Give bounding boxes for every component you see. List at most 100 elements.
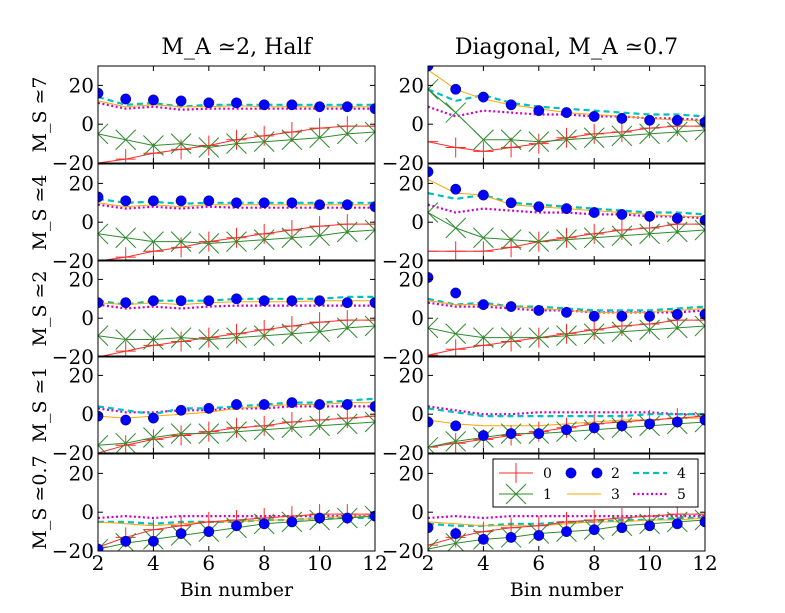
series-1-point: [694, 411, 705, 433]
y-tick-label: 0: [81, 112, 94, 136]
series-1-point: [309, 225, 330, 247]
series-1-point: [226, 133, 247, 154]
series-0-point: [337, 116, 358, 137]
series-1-point: [253, 131, 275, 153]
series-2-point: [120, 414, 132, 426]
series-1-point: [428, 436, 439, 453]
series-2-point: [644, 520, 655, 532]
series-1-point: [473, 129, 494, 151]
y-tick-label: 0: [81, 402, 94, 426]
series-2-point: [533, 530, 545, 541]
series-0-point: [226, 129, 247, 150]
series-2-point: [616, 420, 628, 432]
series-1-point: [115, 329, 137, 350]
legend-swatch-marker: [505, 483, 527, 505]
legend-item-5: 5: [633, 487, 686, 503]
series-0-point: [365, 406, 375, 427]
y-tick-label: 0: [81, 500, 94, 524]
series-2-point: [644, 418, 655, 430]
series-0-point: [428, 345, 438, 357]
series-1-point: [309, 415, 330, 437]
series-0-point: [198, 421, 219, 442]
series-0-point: [584, 123, 605, 144]
series-2-point: [286, 516, 298, 528]
series-5-line: [98, 101, 375, 111]
series-1-point: [98, 434, 109, 453]
series-2-point: [120, 535, 132, 547]
y-tick-label: −20: [52, 249, 94, 273]
y-tick-label: 20: [69, 73, 94, 97]
series-0-point: [309, 410, 330, 431]
series-2-point: [616, 310, 628, 322]
series-2-point: [120, 297, 132, 309]
series-0-point: [281, 121, 302, 142]
panel-r2-c1: [428, 272, 705, 357]
series-1-point: [583, 323, 605, 345]
series-2-point: [561, 203, 572, 215]
legend-label: 5: [677, 487, 686, 503]
series-1-point: [98, 123, 109, 145]
series-1-point: [528, 231, 550, 252]
y-tick-label: 20: [69, 363, 94, 387]
series-1-point: [611, 125, 633, 147]
x-tick-label: 8: [258, 551, 271, 575]
panel-frame: [427, 163, 706, 262]
panel-r4-c0: [98, 504, 375, 551]
legend-swatch-marker: [565, 467, 577, 479]
y-tick-label: 0: [411, 210, 424, 234]
series-5-line: [98, 303, 375, 310]
series-2-point: [258, 197, 270, 209]
series-0-point: [428, 535, 438, 551]
series-1-point: [364, 505, 375, 527]
series-2-point: [505, 301, 517, 312]
series-2-point: [147, 412, 159, 424]
y-tick-label: 0: [81, 306, 94, 330]
series-1-point: [98, 538, 109, 551]
series-1-point: [336, 413, 358, 435]
series-4-line: [428, 407, 705, 418]
series-1-point: [143, 329, 164, 350]
legend-label: 1: [543, 487, 552, 503]
series-2-point: [616, 522, 628, 534]
series-1-point: [336, 317, 358, 339]
series-2-point: [588, 111, 600, 122]
series-1-point: [445, 323, 467, 345]
series-2-point: [175, 95, 187, 107]
y-tick-label: −20: [382, 151, 424, 175]
series-1-point: [639, 319, 660, 341]
series-2-point: [341, 399, 353, 410]
series-1-point: [281, 417, 303, 439]
series-0-point: [115, 341, 136, 357]
series-4-line: [98, 95, 375, 108]
series-2-point: [231, 197, 242, 209]
series-1-point: [694, 315, 705, 337]
series-1-point: [336, 221, 358, 243]
panel-frame: [97, 163, 376, 262]
series-2-point: [147, 195, 159, 207]
series-2-point: [533, 201, 545, 213]
series-1-point: [445, 102, 467, 123]
series-0-point: [556, 127, 577, 148]
series-1-point: [611, 225, 633, 247]
series-2-point: [286, 99, 298, 111]
series-2-point: [231, 293, 242, 305]
series-0-point: [365, 214, 375, 235]
series-2-point: [258, 99, 270, 111]
y-tick-label: −20: [382, 539, 424, 563]
series-0-point: [115, 247, 136, 261]
legend-frame: [492, 458, 699, 508]
series-1-point: [583, 127, 605, 149]
y-tick-label: 20: [399, 171, 424, 195]
series-2-point: [644, 310, 655, 322]
series-2-point: [450, 420, 462, 432]
series-0-point: [611, 121, 632, 142]
y-tick-label: −20: [52, 441, 94, 465]
x-tick-label: 10: [307, 551, 332, 575]
series-0-point: [428, 437, 438, 453]
series-0-point: [337, 310, 358, 331]
panel-frame: [97, 453, 376, 552]
series-2-point: [588, 207, 600, 218]
series-2-point: [203, 402, 215, 414]
series-2-point: [477, 91, 489, 103]
series-2-point: [231, 97, 242, 109]
